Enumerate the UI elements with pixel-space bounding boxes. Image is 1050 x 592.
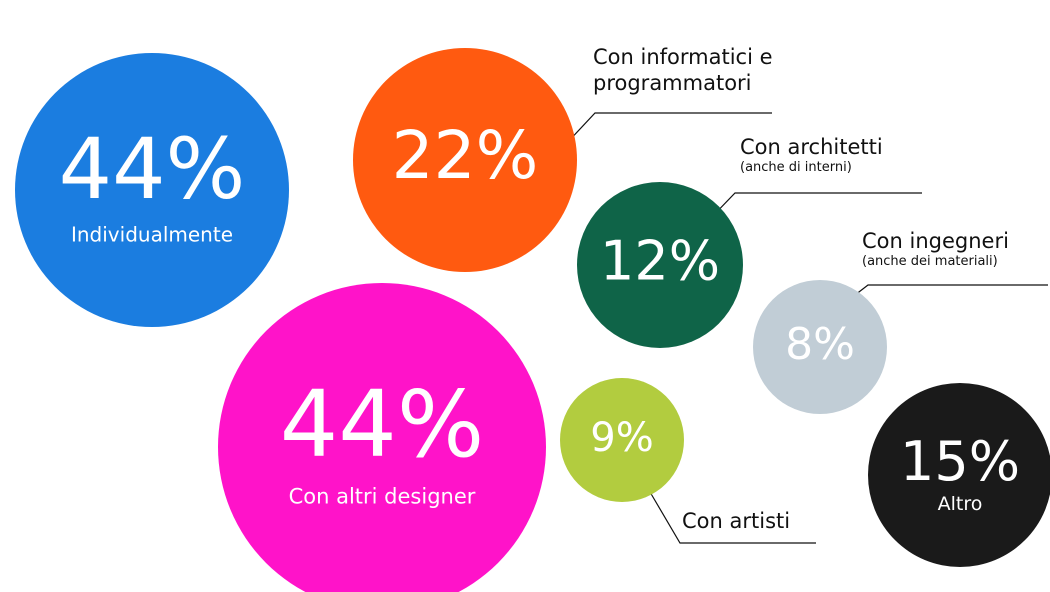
category-note: (anche dei materiali) [862,254,998,269]
category-label-box: Con artisti [682,508,832,534]
category-label-box: Con architetti (anche di interni) [740,134,940,176]
leader-line [564,112,772,146]
leader-line [707,192,922,222]
bubble [560,378,684,502]
value-label: 44% [59,120,246,218]
category-label: Con informatici e programmatori [593,45,773,95]
bubble [753,280,887,414]
bubble [577,182,743,348]
value-label: 44% [280,371,484,478]
category-label-box: Con ingegneri (anche dei materiali) [862,228,1050,270]
bubble [218,283,546,592]
bubble [15,53,289,327]
category-note: (anche di interni) [740,160,852,175]
category-label: Con altri designer [289,485,476,509]
value-label: 22% [392,117,539,194]
value-label: 12% [600,230,720,293]
category-label: Con architetti [740,135,883,159]
category-label: Con ingegneri [862,229,1009,253]
bubble [868,383,1050,567]
value-label: 8% [785,319,855,370]
category-label: Individualmente [71,223,233,247]
value-label: 15% [900,430,1020,493]
bubble [353,48,577,272]
category-label: Altro [938,493,983,515]
category-label: Con artisti [682,509,791,533]
category-label-box: Con informatici e programmatori [593,44,823,96]
leader-line [845,284,1048,303]
leader-line [649,491,816,544]
value-label: 9% [590,415,653,461]
